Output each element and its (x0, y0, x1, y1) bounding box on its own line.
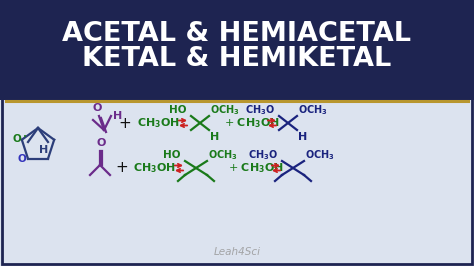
Text: H: H (113, 111, 122, 121)
Text: ACETAL & HEMIACETAL: ACETAL & HEMIACETAL (63, 21, 411, 47)
Text: $\mathregular{OCH_3}$: $\mathregular{OCH_3}$ (208, 148, 238, 162)
Text: $\mathregular{CH_3O}$: $\mathregular{CH_3O}$ (245, 103, 275, 117)
Text: HO: HO (170, 105, 187, 115)
Text: H: H (210, 132, 219, 142)
Text: Leah4Sci: Leah4Sci (213, 247, 261, 257)
Text: KETAL & HEMIKETAL: KETAL & HEMIKETAL (82, 46, 392, 72)
Text: $\mathregular{CH_3OH}$: $\mathregular{CH_3OH}$ (133, 161, 176, 175)
Text: +: + (118, 115, 131, 131)
Text: H: H (298, 132, 307, 142)
Text: $+\ \mathregular{CH_3OH}$: $+\ \mathregular{CH_3OH}$ (228, 161, 284, 175)
Text: O: O (17, 154, 26, 164)
Text: +: + (116, 160, 128, 176)
Text: O: O (92, 103, 102, 113)
Text: $\mathregular{OCH_3}$: $\mathregular{OCH_3}$ (305, 148, 335, 162)
Text: $\mathregular{OCH_3}$: $\mathregular{OCH_3}$ (298, 103, 328, 117)
Text: HO: HO (164, 150, 181, 160)
Text: O: O (96, 138, 106, 148)
Text: O: O (12, 134, 21, 144)
Bar (0, 0, 474, 100)
Text: •: • (23, 134, 27, 140)
Text: H: H (39, 145, 48, 155)
Text: $\mathregular{OCH_3}$: $\mathregular{OCH_3}$ (210, 103, 240, 117)
Text: $\mathregular{CH_3O}$: $\mathregular{CH_3O}$ (248, 148, 278, 162)
Text: $+\ \mathregular{CH_3OH}$: $+\ \mathregular{CH_3OH}$ (224, 116, 280, 130)
Text: $\mathregular{CH_3OH}$: $\mathregular{CH_3OH}$ (137, 116, 180, 130)
